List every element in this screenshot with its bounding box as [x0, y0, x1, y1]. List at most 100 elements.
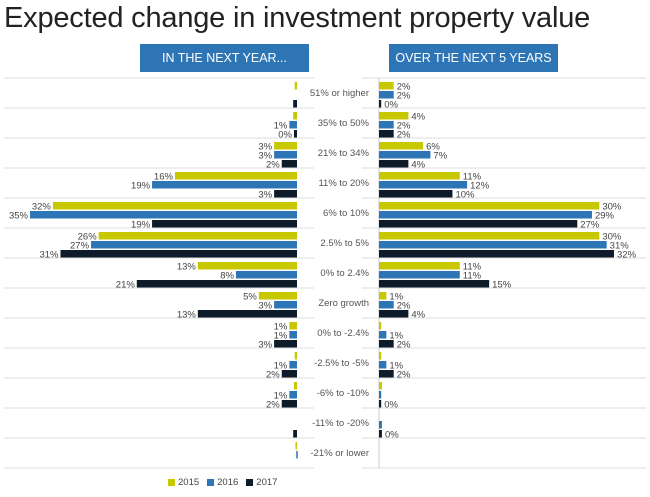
data-label-next-5-years: 4% [411, 112, 425, 123]
data-label-next-year: 19% [131, 220, 151, 231]
data-label-next-5-years: 32% [617, 250, 637, 261]
data-label-next-5-years: 4% [411, 160, 425, 171]
bar-next-5-years-2016 [379, 211, 592, 219]
bar-next-5-years-2016 [379, 271, 460, 279]
bar-next-year-2015 [174, 172, 297, 180]
chart-title: Expected change in investment property v… [4, 2, 591, 34]
bar-next-5-years-2017 [379, 100, 382, 108]
bar-next-year-2017 [293, 130, 297, 138]
legend-label: 2015 [178, 477, 200, 488]
category-label: -6% to -10% [317, 388, 370, 399]
data-label-next-year: 16% [154, 172, 174, 183]
data-label-next-5-years: 2% [397, 370, 411, 381]
data-label-next-5-years: 2% [397, 121, 411, 132]
data-label-next-year: 13% [177, 262, 197, 273]
bar-next-year-2017 [281, 370, 297, 378]
legend-item-2017: 2017 [246, 477, 277, 488]
bar-next-year-2015 [293, 382, 297, 390]
bar-next-5-years-2015 [379, 262, 460, 270]
data-label-next-5-years: 1% [389, 361, 403, 372]
legend-swatch [168, 479, 175, 486]
bar-next-5-years-2016 [379, 151, 431, 159]
data-label-next-5-years: 30% [602, 232, 622, 243]
bar-next-5-years-2017 [379, 130, 394, 138]
legend-swatch [246, 479, 254, 486]
data-label-next-5-years: 7% [433, 151, 447, 162]
data-label-next-year: 1% [274, 322, 288, 333]
bar-next-year-2017 [293, 430, 297, 438]
data-label-next-year: 2% [266, 160, 280, 171]
bar-next-year-2015 [294, 82, 297, 90]
panel-header-next-year: IN THE NEXT YEAR... [140, 44, 309, 72]
data-label-next-year: 35% [9, 211, 29, 222]
category-label: 0% to 2.4% [320, 268, 369, 279]
category-label: 51% or higher [310, 88, 369, 99]
data-label-next-5-years: 29% [595, 211, 615, 222]
data-label-next-5-years: 12% [470, 181, 490, 192]
bar-next-year-2015 [197, 262, 297, 270]
bar-next-year-2017 [60, 250, 298, 258]
bar-next-year-2015 [289, 322, 297, 330]
data-label-next-year: 0% [278, 130, 292, 141]
bar-next-year-2015 [294, 352, 297, 360]
data-label-next-5-years: 11% [463, 262, 482, 273]
bar-next-year-2016 [289, 391, 297, 399]
category-label: 2.5% to 5% [320, 238, 369, 249]
bar-next-year-2017 [274, 190, 297, 198]
bar-next-year-2015 [274, 142, 297, 150]
data-label-next-5-years: 30% [602, 202, 622, 213]
data-label-next-5-years: 2% [397, 82, 411, 93]
data-label-next-year: 21% [116, 280, 136, 291]
data-label-next-year: 27% [70, 241, 90, 252]
bar-next-5-years-2016 [379, 391, 382, 399]
data-label-next-5-years: 10% [455, 190, 475, 201]
category-label: 35% to 50% [318, 118, 370, 129]
data-label-next-year: 1% [274, 331, 288, 342]
data-label-next-year: 3% [258, 301, 272, 312]
category-label: 0% to -2.4% [317, 328, 369, 339]
bar-next-5-years-2016 [379, 91, 394, 99]
data-label-next-year: 13% [177, 310, 197, 321]
bar-next-year-2016 [235, 271, 297, 279]
data-label-next-year: 32% [32, 202, 52, 213]
bar-next-5-years-2016 [379, 331, 387, 339]
data-label-next-5-years: 11% [463, 271, 482, 282]
bar-next-year-2016 [289, 361, 297, 369]
bar-next-year-2016 [30, 211, 297, 219]
data-label-next-year: 3% [258, 190, 272, 201]
bar-next-5-years-2016 [379, 181, 468, 189]
bar-next-year-2017 [274, 340, 297, 348]
category-label: Zero growth [318, 298, 369, 309]
legend-item-2016: 2016 [207, 477, 238, 488]
bar-next-year-2016 [152, 181, 297, 189]
bar-next-year-2015 [52, 202, 298, 210]
legend-item-2015: 2015 [168, 477, 199, 488]
bar-next-5-years-2016 [379, 361, 387, 369]
bar-next-5-years-2016 [379, 301, 394, 309]
data-label-next-5-years: 0% [385, 430, 399, 441]
data-label-next-year: 1% [274, 391, 288, 402]
data-label-next-year: 3% [258, 151, 272, 162]
data-label-next-year: 2% [266, 400, 280, 411]
legend-label: 2017 [256, 477, 278, 488]
bar-next-year-2016 [274, 301, 297, 309]
category-label: -11% to -20% [312, 418, 369, 429]
bar-next-5-years-2016 [379, 121, 394, 129]
data-label-next-5-years: 11% [463, 172, 482, 183]
data-label-next-5-years: 1% [389, 292, 403, 303]
data-label-next-year: 3% [258, 340, 272, 351]
data-label-next-5-years: 27% [580, 220, 600, 231]
bar-next-5-years-2015 [379, 142, 424, 150]
data-label-next-5-years: 2% [397, 340, 411, 351]
bar-next-5-years-2015 [379, 322, 382, 330]
category-label: 6% to 10% [323, 208, 369, 219]
data-label-next-year: 1% [274, 121, 288, 132]
data-label-next-5-years: 1% [389, 331, 403, 342]
data-label-next-5-years: 2% [397, 130, 411, 141]
bar-next-year-2015 [258, 292, 297, 300]
bar-next-5-years-2015 [379, 352, 382, 360]
data-label-next-5-years: 6% [426, 142, 440, 153]
panel-header-next-5-years: OVER THE NEXT 5 YEARS [389, 44, 558, 72]
bar-next-year-2016 [289, 121, 297, 129]
